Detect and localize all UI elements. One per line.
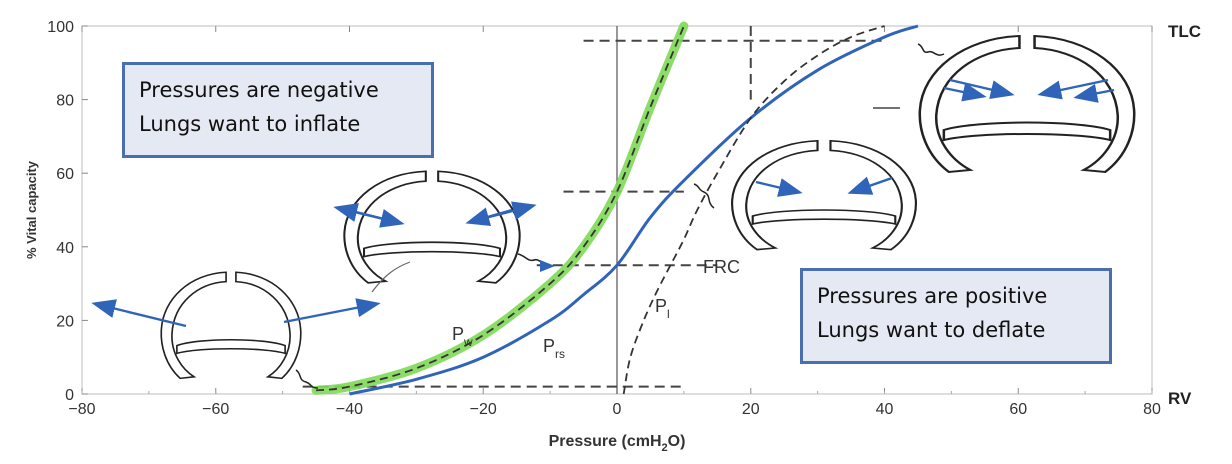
series-line-pw (315, 25, 685, 392)
callout-negative-line-2: Lungs want to inflate (139, 112, 361, 136)
outward-arrow-left-1 (91, 299, 187, 328)
y-tick-label: 40 (56, 240, 74, 257)
leader-line-frc (517, 253, 555, 272)
x-tick-label: 0 (613, 401, 622, 418)
callout-negative-pressure: Pressures are negative Lungs want to inf… (122, 62, 434, 158)
stroke-mark (371, 261, 411, 293)
inward-arrow-right-4b (1073, 83, 1115, 103)
y-tick-label: 0 (65, 387, 74, 404)
callout-positive-pressure: Pressures are positive Lungs want to def… (800, 268, 1112, 364)
callout-positive-line-1: Pressures are positive (817, 284, 1048, 308)
x-tick-label: −60 (202, 401, 229, 418)
thorax-illustration-tlc (918, 34, 1136, 174)
pw-curve-label: Pw (452, 324, 473, 349)
leader-line-mid (693, 183, 715, 209)
y-axis-title: % Vital capacity (24, 160, 39, 259)
frc-label: FRC (703, 257, 740, 277)
inward-arrow-right-3 (847, 176, 893, 195)
x-tick-label: 40 (876, 401, 894, 418)
series-layer (315, 24, 919, 396)
inward-arrow-left-2 (355, 209, 405, 228)
x-tick-label: 80 (1143, 401, 1161, 418)
y-tick-label: 80 (56, 93, 74, 110)
tlc-label: TLC (1168, 22, 1201, 41)
series-line-pl (622, 25, 885, 395)
leader-line-tlc (917, 43, 945, 56)
x-tick-label: −40 (336, 401, 363, 418)
series-line-prs (349, 24, 919, 396)
inward-arrow-right-2 (465, 207, 513, 226)
y-tick-label: 20 (56, 313, 74, 330)
outward-arrow-right-1 (283, 298, 381, 324)
x-tick-label: −20 (470, 401, 497, 418)
reference-lines (302, 26, 885, 388)
inward-arrow-left-3 (755, 178, 803, 197)
x-axis-title: Pressure (cmH2O) (549, 433, 686, 454)
x-tick-label: 20 (742, 401, 760, 418)
x-axis: −80 −60 −40 −20 0 20 40 60 80 (68, 26, 1161, 418)
rv-label: RV (1168, 389, 1192, 408)
callout-positive-line-2: Lungs want to deflate (817, 318, 1046, 342)
prs-curve-label: Prs (543, 336, 565, 361)
inward-arrow-left-4b (943, 82, 987, 102)
y-tick-label: 100 (47, 19, 74, 36)
thorax-illustration-low (343, 170, 521, 284)
x-tick-label: −80 (68, 401, 95, 418)
pl-curve-label: Pl (655, 296, 670, 321)
thorax-illustration-mid (731, 139, 917, 251)
y-axis: 0 20 40 60 80 100 (47, 19, 88, 404)
callout-negative-line-1: Pressures are negative (139, 78, 379, 102)
y-tick-label: 60 (56, 166, 74, 183)
leader-line-rv (295, 369, 319, 389)
x-tick-label: 60 (1009, 401, 1027, 418)
